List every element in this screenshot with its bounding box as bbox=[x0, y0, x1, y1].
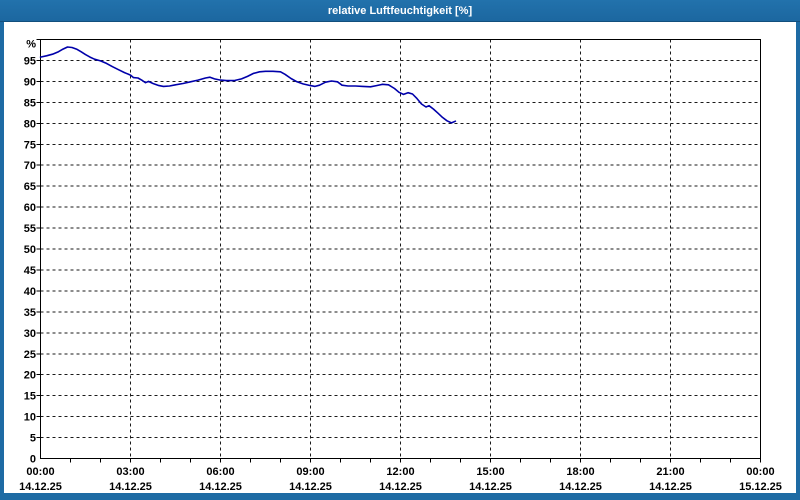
x-axis-date-label: 14.12.25 bbox=[379, 481, 422, 493]
y-axis-label: 20 bbox=[24, 370, 36, 382]
y-axis-label: 55 bbox=[24, 223, 36, 235]
x-axis-date-label: 14.12.25 bbox=[559, 481, 602, 493]
x-axis-time-label: 15:00 bbox=[476, 466, 504, 478]
y-axis-label: 80 bbox=[24, 118, 36, 130]
x-axis-time-label: 12:00 bbox=[386, 466, 414, 478]
y-axis-label: 5 bbox=[30, 433, 36, 445]
y-axis-label: 45 bbox=[24, 265, 36, 277]
y-axis-label: 50 bbox=[24, 244, 36, 256]
x-axis-date-label: 14.12.25 bbox=[649, 481, 692, 493]
y-axis-label: 30 bbox=[24, 328, 36, 340]
y-axis-label: 35 bbox=[24, 307, 36, 319]
y-axis-label: 85 bbox=[24, 97, 36, 109]
window-title: relative Luftfeuchtigkeit [%] bbox=[327, 4, 473, 17]
x-axis-time-label: 00:00 bbox=[746, 466, 774, 478]
y-axis-label: 65 bbox=[24, 181, 36, 193]
y-axis-label: 70 bbox=[24, 160, 36, 172]
x-axis-time-label: 06:00 bbox=[206, 466, 234, 478]
y-axis-unit-label: % bbox=[26, 39, 36, 51]
x-axis-time-label: 09:00 bbox=[296, 466, 324, 478]
y-axis-label: 40 bbox=[24, 286, 36, 298]
x-axis-time-label: 00:00 bbox=[26, 466, 54, 478]
x-axis-date-label: 14.12.25 bbox=[199, 481, 242, 493]
y-axis-label: 10 bbox=[24, 412, 36, 424]
y-axis-label: 25 bbox=[24, 349, 36, 361]
x-axis-date-label: 15.12.25 bbox=[739, 481, 782, 493]
x-axis-date-label: 14.12.25 bbox=[109, 481, 152, 493]
x-axis-date-label: 14.12.25 bbox=[469, 481, 512, 493]
x-axis-time-label: 03:00 bbox=[116, 466, 144, 478]
y-axis-label: 75 bbox=[24, 139, 36, 151]
x-axis-time-label: 18:00 bbox=[566, 466, 594, 478]
x-axis-time-label: 21:00 bbox=[656, 466, 684, 478]
humidity-series-line bbox=[39, 46, 457, 124]
y-axis-label: 15 bbox=[24, 391, 36, 403]
x-axis-date-label: 14.12.25 bbox=[289, 481, 332, 493]
y-axis-label: 60 bbox=[24, 202, 36, 214]
x-axis-date-label: 14.12.25 bbox=[19, 481, 62, 493]
y-axis-label: 95 bbox=[24, 55, 36, 67]
y-axis-label: 90 bbox=[24, 76, 36, 88]
y-axis-label: 0 bbox=[30, 454, 36, 466]
title-bar: relative Luftfeuchtigkeit [%] bbox=[0, 0, 800, 22]
